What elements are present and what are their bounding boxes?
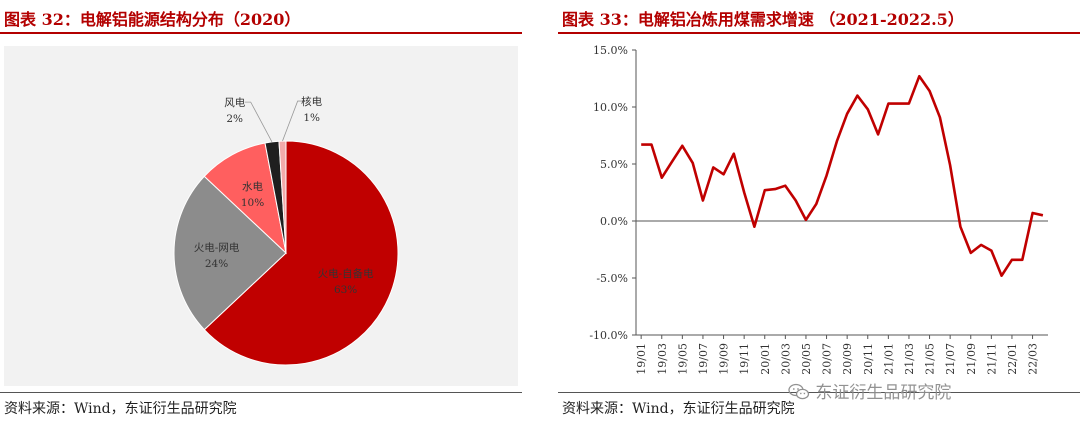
- pie-chart: 火电-自备电 63% 火电-网电 24% 水电 10% 风电 2% 核电 1%: [4, 46, 518, 386]
- pie-source-rule: [0, 392, 522, 393]
- x-tick-label: 22/01: [1006, 343, 1019, 375]
- line-title-rule: [558, 32, 1080, 34]
- pie-slice-label: 风电: [224, 96, 245, 109]
- x-tick-label: 21/07: [944, 343, 957, 375]
- pie-slice-label: 火电-网电: [194, 241, 240, 254]
- line-panel: 图表 33：电解铝冶炼用煤需求增速 （2021-2022.5） 15.0% 10.…: [558, 0, 1080, 434]
- pie-slice: [173, 175, 287, 331]
- y-tick-label: 0.0%: [600, 215, 628, 228]
- pie-slice-percent: 1%: [303, 112, 320, 124]
- pie-slice: [278, 140, 287, 254]
- x-tick-label: 20/05: [800, 343, 813, 375]
- pie-leader-line: [282, 100, 304, 142]
- x-tick-label: 21/03: [903, 343, 916, 375]
- pie-slice-label: 水电: [242, 180, 263, 193]
- y-tick-label: -5.0%: [596, 272, 628, 285]
- x-tick-label: 19/09: [718, 343, 731, 375]
- pie-slice-percent: 10%: [241, 197, 264, 209]
- x-tick-label: 22/03: [1027, 343, 1040, 375]
- x-tick-label: 19/01: [635, 343, 648, 375]
- pie-slice: [203, 140, 399, 366]
- x-tick-label: 20/01: [759, 343, 772, 375]
- x-tick-label: 21/09: [965, 343, 978, 375]
- y-tick-label: -10.0%: [589, 329, 628, 342]
- y-tick-label: 15.0%: [593, 44, 628, 57]
- x-tick-label: 19/05: [676, 343, 689, 375]
- pie-source: 资料来源：Wind，东证衍生品研究院: [4, 401, 237, 417]
- pie-title: 图表 32：电解铝能源结构分布（2020）: [4, 10, 301, 29]
- watermark-text: 东证衍生品研究院: [815, 383, 952, 403]
- x-tick-label: 19/07: [697, 343, 710, 375]
- line-title: 图表 33：电解铝冶炼用煤需求增速 （2021-2022.5）: [562, 10, 964, 29]
- x-tick-label: 20/07: [821, 343, 834, 375]
- x-tick-label: 20/03: [779, 343, 792, 375]
- pie-slice-percent: 2%: [226, 113, 243, 125]
- x-tick-label: 19/03: [656, 343, 669, 375]
- pie-slice-percent: 24%: [205, 258, 228, 270]
- x-tick-label: 21/05: [924, 343, 937, 375]
- series-line: [641, 74, 1044, 277]
- pie-slice-label: 核电: [301, 95, 322, 108]
- pie-title-rule: [0, 32, 522, 34]
- pie-slice-label: 火电-自备电: [318, 267, 375, 280]
- pie-slice-percent: 63%: [334, 284, 357, 296]
- watermark: 东证衍生品研究院: [788, 378, 951, 403]
- y-tick-label: 10.0%: [593, 101, 628, 114]
- line-chart: 15.0% 10.0% 5.0% 0.0% -5.0% -10.0% 19/01 19/03…: [589, 44, 1048, 375]
- x-tick-label: 20/09: [841, 343, 854, 375]
- pie-panel: 图表 32：电解铝能源结构分布（2020） 火电-自备电 63% 火电-网电 24% 水…: [0, 0, 522, 434]
- x-tick-label: 21/11: [985, 343, 998, 375]
- x-tick-label: 19/11: [738, 343, 751, 375]
- x-tick-label: 21/01: [882, 343, 895, 375]
- pie-leader-line: [244, 101, 273, 143]
- x-tick-label: 20/11: [862, 343, 875, 375]
- line-source: 资料来源：Wind，东证衍生品研究院: [562, 401, 795, 417]
- line-source-rule: [558, 392, 1080, 393]
- y-tick-label: 5.0%: [600, 158, 628, 171]
- wechat-icon: [788, 383, 810, 401]
